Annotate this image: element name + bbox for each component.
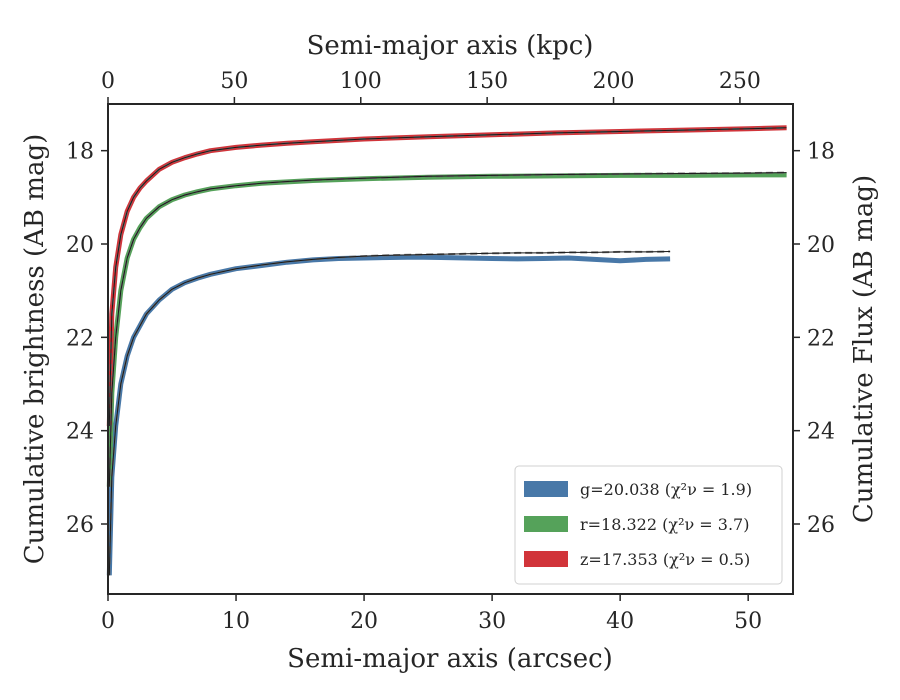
y-left-tick-label-3: 24 xyxy=(66,420,94,445)
series-line-2 xyxy=(106,125,787,427)
x-top-tick-label-1: 50 xyxy=(220,69,248,94)
x-axis-bottom-title: Semi-major axis (arcsec) xyxy=(287,644,613,674)
legend-swatch-1 xyxy=(524,516,568,532)
y-right-tick-label-0: 18 xyxy=(807,140,835,165)
plot-frame xyxy=(107,103,794,595)
legend-swatch-0 xyxy=(524,481,568,497)
x-axis-bottom: 0 10 20 30 40 50 xyxy=(101,594,762,634)
x-tick-label-3: 30 xyxy=(478,609,506,634)
x-axis-top: 0 50 100 150 200 250 xyxy=(101,69,761,104)
model-core-line-1 xyxy=(108,172,787,487)
y-left-tick-label-4: 26 xyxy=(66,513,94,538)
model-core-line-0 xyxy=(108,251,671,576)
x-tick-label-1: 10 xyxy=(222,609,250,634)
legend-label-1: r=18.322 (χ²ν = 3.7) xyxy=(580,515,749,534)
y-right-tick-label-1: 20 xyxy=(807,233,835,258)
legend-label-2: z=17.353 (χ²ν = 0.5) xyxy=(580,550,750,569)
x-tick-label-5: 50 xyxy=(734,609,762,634)
y-axis-right: 18 20 22 24 26 xyxy=(793,140,835,538)
model-line-1 xyxy=(108,171,787,487)
x-top-tick-label-3: 150 xyxy=(466,69,508,94)
model-line-2 xyxy=(108,126,787,427)
model-core-line-2 xyxy=(108,127,787,427)
y-left-tick-label-0: 18 xyxy=(66,140,94,165)
model-layer xyxy=(108,126,787,576)
y-right-tick-label-4: 26 xyxy=(807,513,835,538)
x-top-tick-label-4: 200 xyxy=(593,69,635,94)
legend-box xyxy=(514,465,783,585)
x-tick-label-0: 0 xyxy=(101,609,115,634)
y-left-tick-label-1: 20 xyxy=(66,233,94,258)
x-axis-top-title: Semi-major axis (kpc) xyxy=(307,31,594,61)
series-line-1 xyxy=(106,172,787,487)
legend-swatch-2 xyxy=(524,551,568,567)
x-top-tick-label-0: 0 xyxy=(101,69,115,94)
legend: g=20.038 (χ²ν = 1.9) r=18.322 (χ²ν = 3.7)… xyxy=(514,465,783,585)
y-axis-left-title: Cumulative brightness (AB mag) xyxy=(20,134,50,565)
x-tick-label-2: 20 xyxy=(350,609,378,634)
y-axis-left: 18 20 22 24 26 xyxy=(66,140,108,538)
legend-label-0: g=20.038 (χ²ν = 1.9) xyxy=(580,480,752,499)
x-tick-label-4: 40 xyxy=(606,609,634,634)
plot-area xyxy=(106,103,794,595)
y-left-tick-label-2: 22 xyxy=(66,326,94,351)
y-right-tick-label-3: 24 xyxy=(807,420,835,445)
x-top-tick-label-2: 100 xyxy=(340,69,382,94)
x-top-tick-label-5: 250 xyxy=(719,69,761,94)
y-right-tick-label-2: 22 xyxy=(807,326,835,351)
y-axis-right-title: Cumulative Flux (AB mag) xyxy=(849,175,879,523)
